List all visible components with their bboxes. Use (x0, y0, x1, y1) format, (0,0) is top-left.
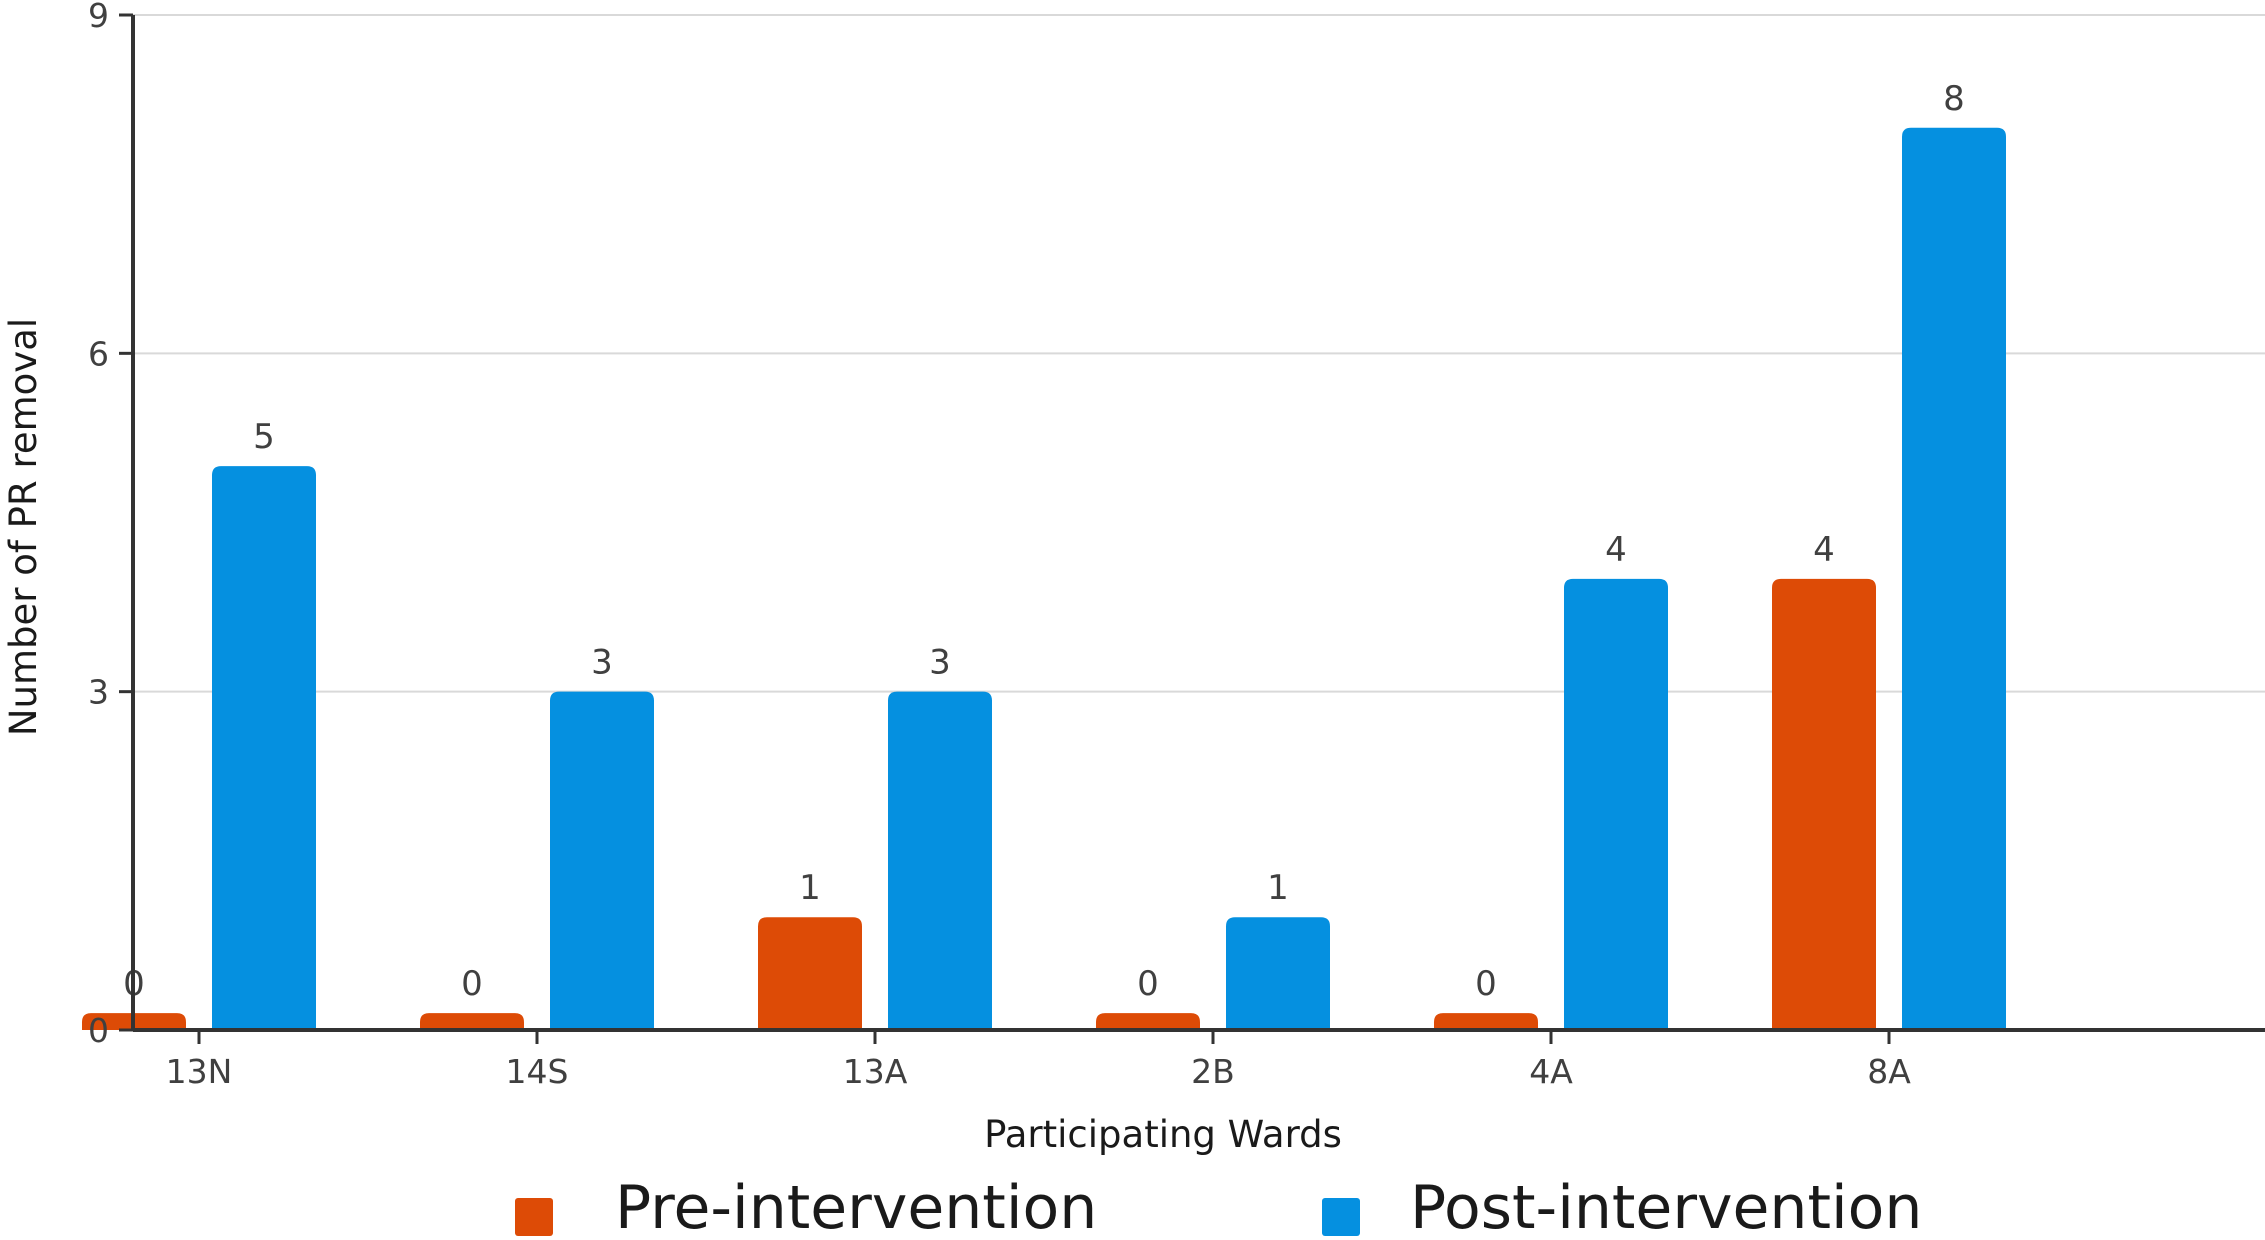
legend-swatch-pre-intervention (515, 1198, 553, 1236)
data-label-post-intervention-8a: 8 (1943, 79, 1965, 119)
x-tick-label-2b: 2B (1191, 1052, 1235, 1091)
y-tick-label-0: 0 (88, 1011, 109, 1050)
data-label-pre-intervention-8a: 4 (1813, 530, 1835, 570)
y-axis-title: Number of PR removal (2, 318, 45, 736)
x-tick-label-13a: 13A (843, 1052, 908, 1091)
legend-label-pre-intervention: Pre-intervention (615, 1173, 1097, 1240)
bars (82, 127, 2006, 1031)
bar-post-intervention-13a (888, 691, 992, 1030)
axes: 0 3 6 9 13N 14S 13A 2B 4A 8A (88, 0, 2265, 1091)
bar-pre-intervention-13a (758, 917, 862, 1030)
bar-pre-intervention-8a (1772, 578, 1876, 1030)
data-label-post-intervention-14s: 3 (591, 643, 613, 683)
y-tick-label-9: 9 (88, 0, 109, 35)
data-label-pre-intervention-4a: 0 (1475, 964, 1497, 1004)
bar-post-intervention-4a (1564, 578, 1668, 1030)
y-tick-label-6: 6 (88, 334, 109, 373)
data-label-pre-intervention-2b: 0 (1137, 964, 1159, 1004)
y-tick-label-3: 3 (88, 673, 109, 712)
bar-post-intervention-14s (550, 691, 654, 1030)
data-label-pre-intervention-13a: 1 (799, 868, 821, 908)
bar-post-intervention-8a (1902, 127, 2006, 1031)
bar-post-intervention-13n (212, 466, 316, 1031)
data-label-pre-intervention-14s: 0 (461, 964, 483, 1004)
data-label-post-intervention-2b: 1 (1267, 868, 1289, 908)
data-labels: 050313010448 (123, 79, 1965, 1004)
bar-pre-intervention-4a (1434, 1013, 1538, 1030)
x-axis-title: Participating Wards (984, 1113, 1342, 1156)
x-tick-label-13n: 13N (166, 1052, 233, 1091)
legend-label-post-intervention: Post-intervention (1410, 1173, 1922, 1240)
x-tick-label-4a: 4A (1529, 1052, 1573, 1091)
data-label-post-intervention-13n: 5 (253, 417, 275, 457)
data-label-post-intervention-13a: 3 (929, 643, 951, 683)
bar-pre-intervention-14s (420, 1013, 524, 1030)
bar-pre-intervention-2b (1096, 1013, 1200, 1030)
x-tick-label-8a: 8A (1867, 1052, 1911, 1091)
bar-post-intervention-2b (1226, 917, 1330, 1030)
x-tick-label-14s: 14S (506, 1052, 569, 1091)
legend: Pre-intervention Post-intervention (515, 1173, 1922, 1240)
legend-swatch-post-intervention (1322, 1198, 1360, 1236)
data-label-post-intervention-4a: 4 (1605, 530, 1627, 570)
